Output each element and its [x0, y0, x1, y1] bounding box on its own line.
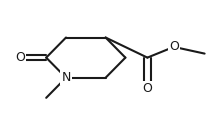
- Text: O: O: [169, 40, 179, 53]
- Text: O: O: [143, 82, 152, 95]
- Text: O: O: [15, 51, 25, 64]
- Text: N: N: [61, 71, 71, 84]
